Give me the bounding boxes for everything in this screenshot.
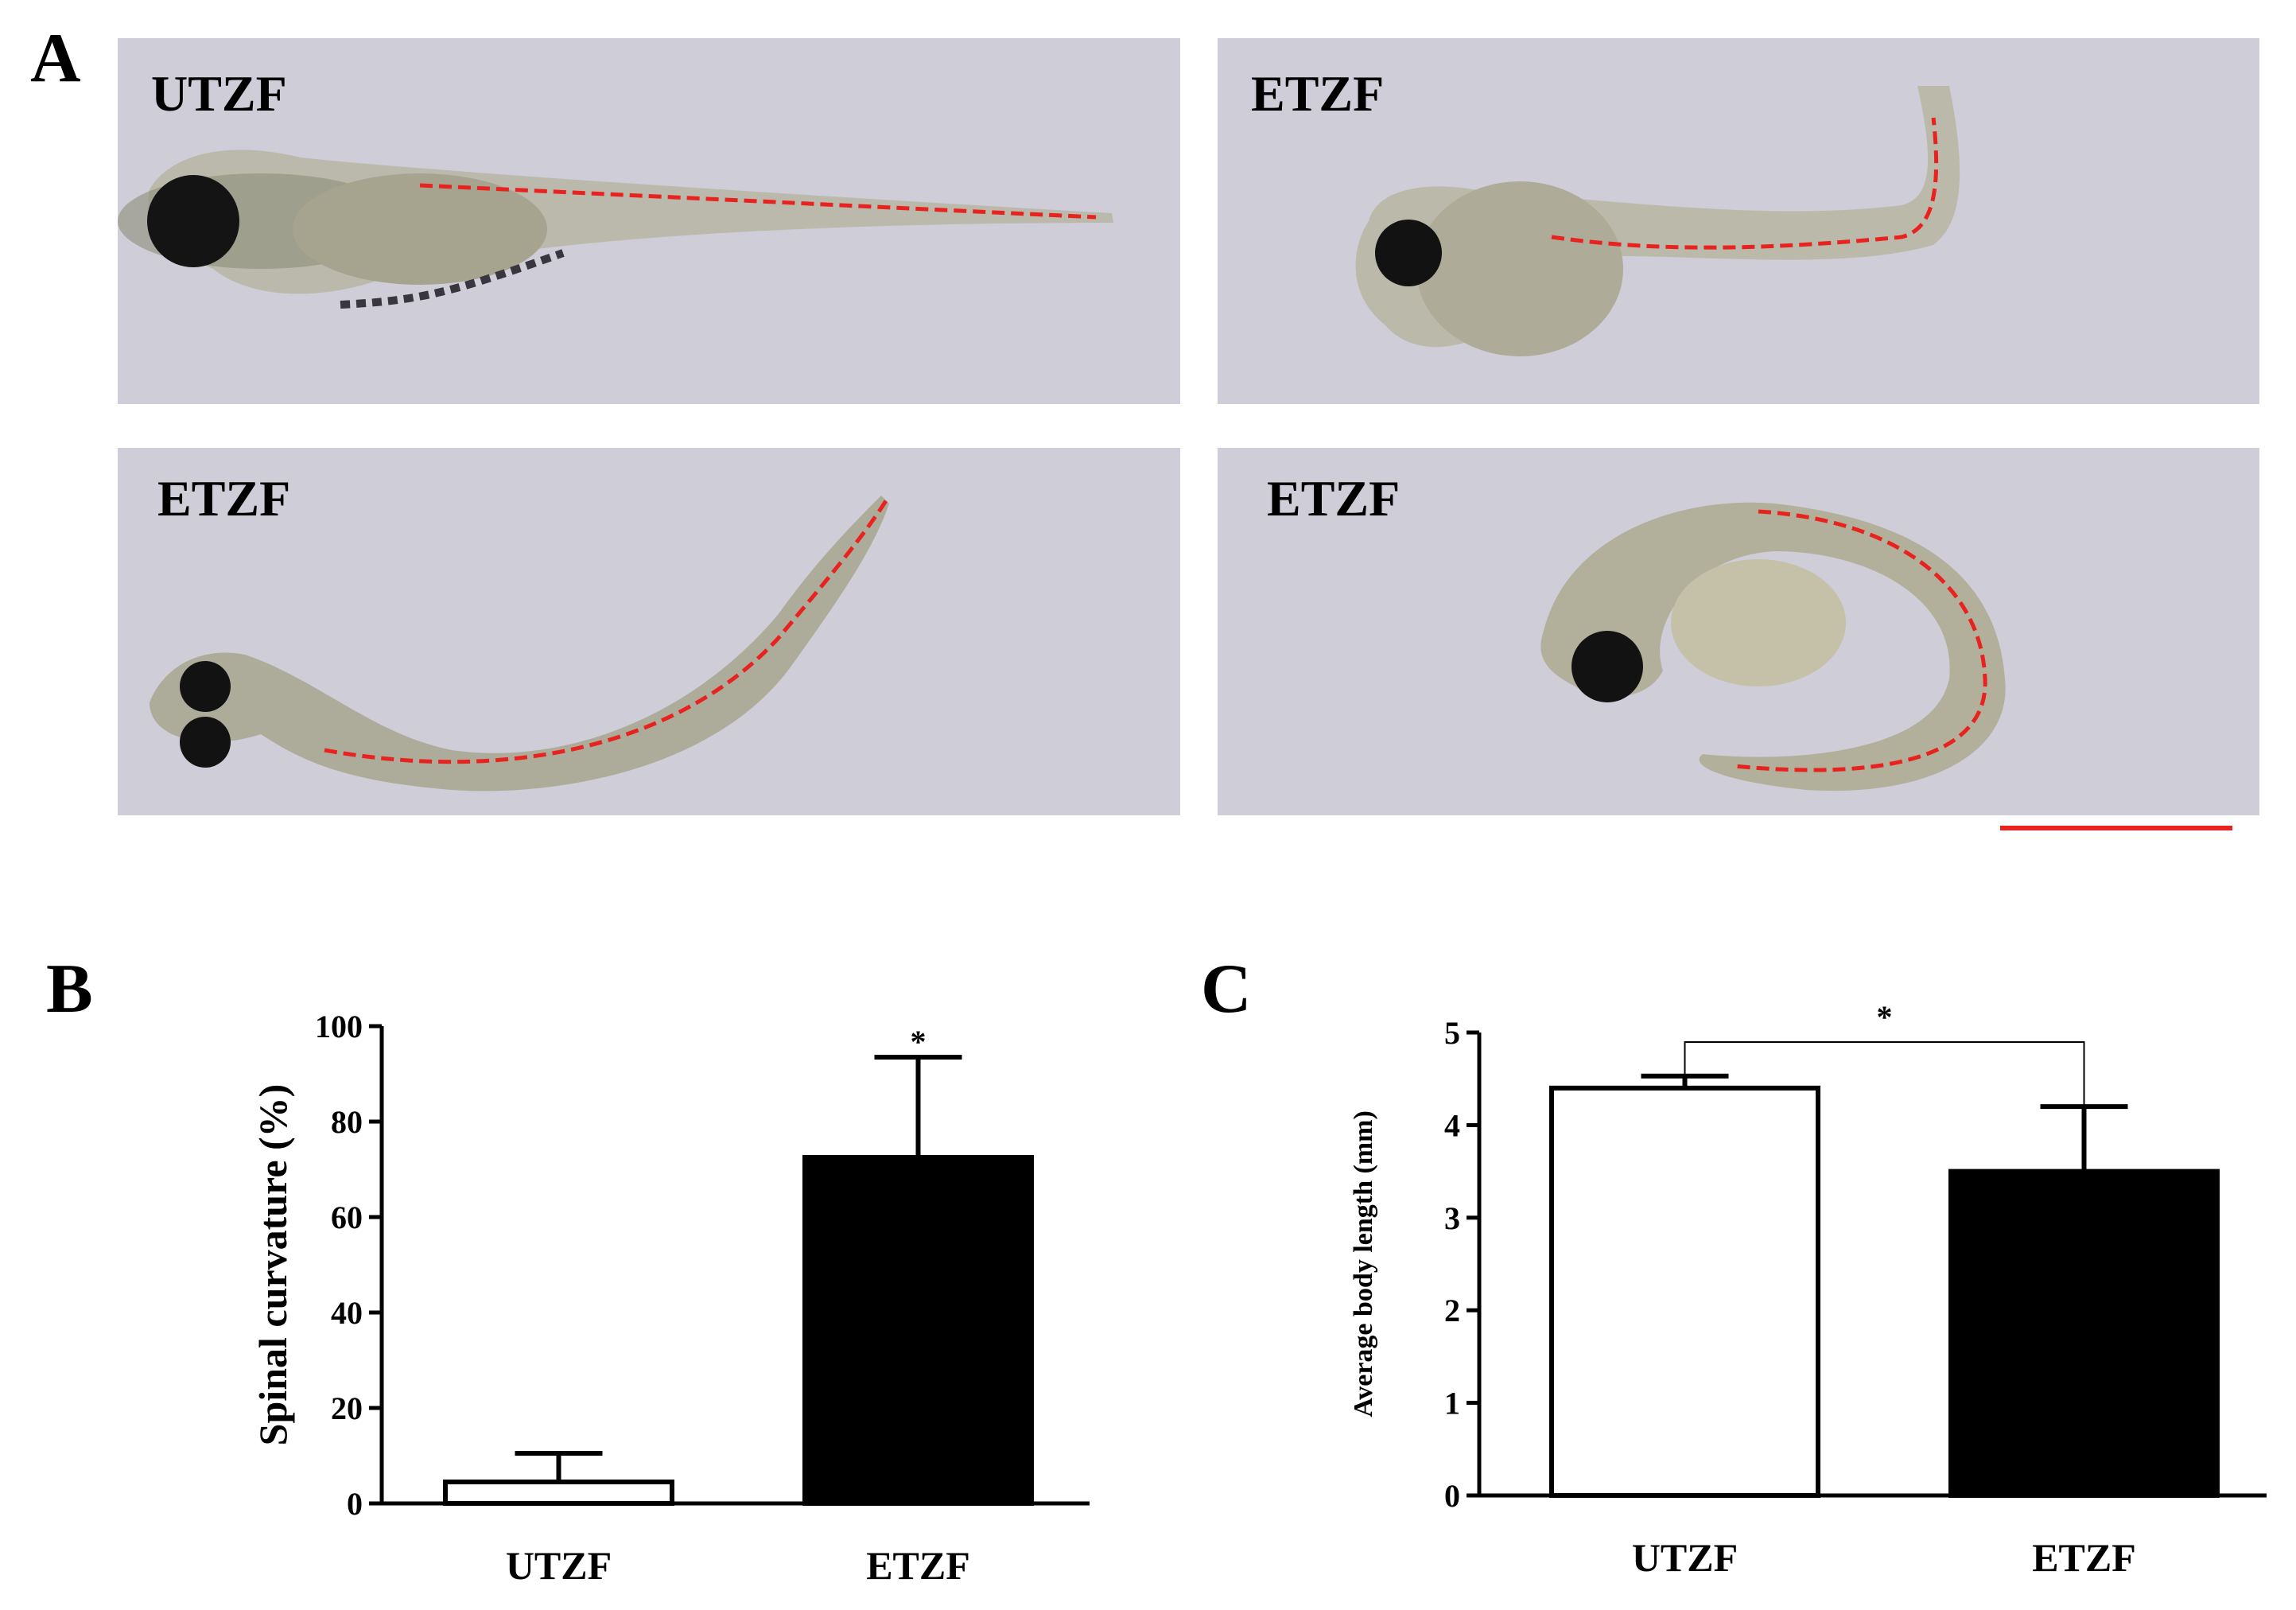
larva-bent-drawing xyxy=(1355,86,1960,356)
y-axis-label: Average body length (mm) xyxy=(1349,1110,1378,1418)
y-axis-label: Spinal curvature (%) xyxy=(251,1084,295,1446)
larva-coiled-drawing xyxy=(1540,502,2006,791)
chart-spinal-curvature: 0 20 40 60 80 100 Spinal curvature (%) UTZF ETZF… xyxy=(251,1009,1090,1588)
y-tick-label: 3 xyxy=(1444,1200,1460,1236)
y-tick-label: 0 xyxy=(1444,1478,1460,1514)
bar xyxy=(1549,1085,1820,1498)
photo-label: UTZF xyxy=(151,65,287,122)
y-tick-label: 1 xyxy=(1444,1386,1460,1421)
photo-etzf-curved: ETZF xyxy=(118,448,1180,815)
photo-etzf-coiled: ETZF xyxy=(1218,448,2259,815)
photo-label: ETZF xyxy=(1267,470,1401,527)
category-label: ETZF xyxy=(2032,1535,2136,1580)
larva-curved-drawing xyxy=(150,494,892,791)
y-tick-label: 5 xyxy=(1444,1015,1460,1051)
y-tick-label: 100 xyxy=(315,1009,363,1044)
photo-label: ETZF xyxy=(1251,65,1385,122)
bar xyxy=(1948,1169,2220,1498)
significance-star: * xyxy=(1877,999,1893,1035)
bar xyxy=(802,1155,1034,1506)
y-tick-label: 20 xyxy=(331,1390,363,1426)
significance-star: * xyxy=(911,1024,927,1060)
panel-b-letter: B xyxy=(46,951,93,1028)
scale-bar xyxy=(2000,826,2232,830)
y-tick-label: 2 xyxy=(1444,1293,1460,1328)
y-tick-label: 0 xyxy=(347,1486,363,1522)
chart-body-length: 0 1 2 3 4 5 Average body length (mm) UTZF ETZF * xyxy=(1349,999,2267,1580)
photo-label: ETZF xyxy=(157,470,291,527)
bar xyxy=(443,1480,674,1506)
y-tick-label: 40 xyxy=(331,1295,363,1331)
panel-c-letter: C xyxy=(1201,951,1252,1028)
significance-bracket xyxy=(1684,1041,2085,1107)
photo-etzf-bent: ETZF xyxy=(1218,38,2259,404)
panel-a-letter: A xyxy=(30,20,81,97)
y-tick-label: 4 xyxy=(1444,1107,1460,1143)
larva-straight-drawing xyxy=(118,150,1113,309)
y-tick-label: 80 xyxy=(331,1104,363,1140)
photo-utzf-straight: UTZF xyxy=(118,38,1180,404)
category-label: UTZF xyxy=(1632,1535,1738,1580)
category-label: UTZF xyxy=(506,1543,612,1588)
y-tick-label: 60 xyxy=(331,1200,363,1235)
category-label: ETZF xyxy=(866,1543,970,1588)
